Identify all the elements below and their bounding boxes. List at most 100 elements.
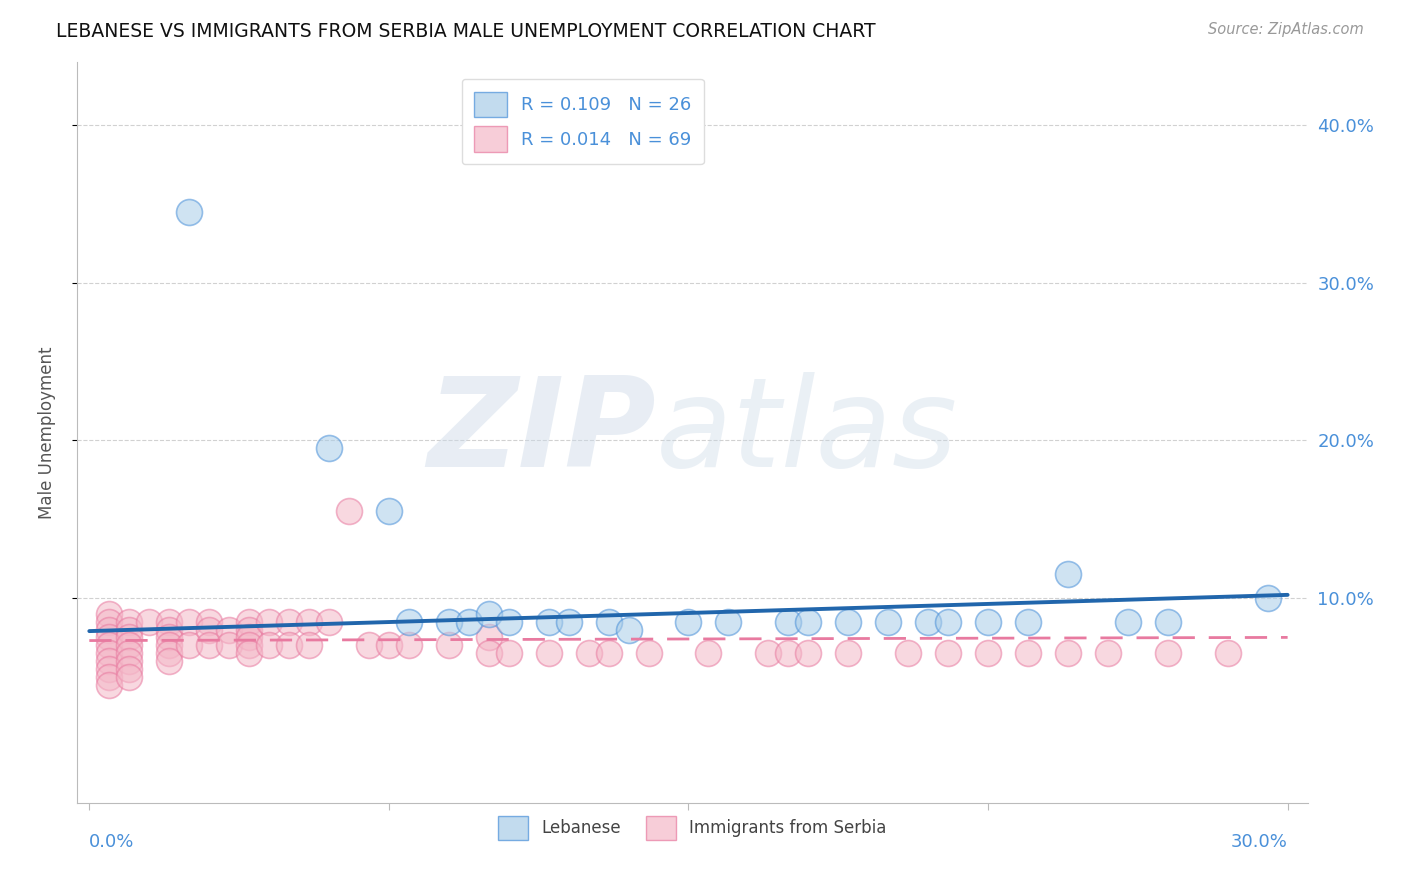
Point <box>98 646 121 660</box>
Point <box>98 615 121 629</box>
Point <box>238 646 260 660</box>
Point <box>318 615 340 629</box>
Point <box>218 623 240 637</box>
Point <box>678 615 700 629</box>
Point <box>598 646 620 660</box>
Point <box>98 623 121 637</box>
Point <box>98 638 121 652</box>
Point <box>98 607 121 621</box>
Point <box>1257 591 1279 605</box>
Point <box>198 615 221 629</box>
Point <box>238 623 260 637</box>
Point <box>1116 615 1139 629</box>
Point <box>118 654 141 668</box>
Point <box>98 631 121 645</box>
Point <box>917 615 939 629</box>
Point <box>157 654 180 668</box>
Text: Source: ZipAtlas.com: Source: ZipAtlas.com <box>1208 22 1364 37</box>
Point <box>298 615 321 629</box>
Point <box>198 638 221 652</box>
Point <box>457 615 479 629</box>
Point <box>278 638 301 652</box>
Point <box>337 504 360 518</box>
Text: 0.0%: 0.0% <box>90 833 135 851</box>
Point <box>179 615 201 629</box>
Point <box>118 615 141 629</box>
Legend: Lebanese, Immigrants from Serbia: Lebanese, Immigrants from Serbia <box>492 809 893 847</box>
Point <box>897 646 920 660</box>
Point <box>257 638 280 652</box>
Point <box>936 646 959 660</box>
Point <box>717 615 740 629</box>
Point <box>238 615 260 629</box>
Point <box>157 615 180 629</box>
Point <box>756 646 779 660</box>
Point <box>478 646 501 660</box>
Point <box>157 638 180 652</box>
Point <box>179 205 201 219</box>
Point <box>557 615 579 629</box>
Point <box>478 607 501 621</box>
Point <box>837 615 859 629</box>
Point <box>198 623 221 637</box>
Point <box>118 662 141 676</box>
Point <box>437 638 460 652</box>
Point <box>179 638 201 652</box>
Point <box>118 638 141 652</box>
Point <box>977 615 1000 629</box>
Point <box>478 631 501 645</box>
Point <box>218 638 240 652</box>
Text: 30.0%: 30.0% <box>1230 833 1288 851</box>
Point <box>98 662 121 676</box>
Y-axis label: Male Unemployment: Male Unemployment <box>38 346 56 519</box>
Point <box>598 615 620 629</box>
Point <box>1057 646 1080 660</box>
Point <box>118 631 141 645</box>
Point <box>437 615 460 629</box>
Point <box>1216 646 1239 660</box>
Point <box>298 638 321 652</box>
Point <box>378 638 401 652</box>
Point <box>877 615 900 629</box>
Point <box>617 623 640 637</box>
Point <box>977 646 1000 660</box>
Point <box>1157 646 1180 660</box>
Point <box>118 646 141 660</box>
Point <box>238 638 260 652</box>
Point <box>357 638 380 652</box>
Point <box>1057 567 1080 582</box>
Point <box>398 638 420 652</box>
Point <box>837 646 859 660</box>
Point <box>778 646 800 660</box>
Point <box>797 646 820 660</box>
Point <box>498 646 520 660</box>
Point <box>378 504 401 518</box>
Point <box>778 615 800 629</box>
Point <box>637 646 659 660</box>
Point <box>278 615 301 629</box>
Point <box>498 615 520 629</box>
Point <box>157 631 180 645</box>
Point <box>1017 615 1039 629</box>
Point <box>1157 615 1180 629</box>
Point <box>537 615 560 629</box>
Point <box>537 646 560 660</box>
Point <box>157 646 180 660</box>
Point <box>98 654 121 668</box>
Point <box>98 678 121 692</box>
Point <box>98 670 121 684</box>
Point <box>697 646 720 660</box>
Text: ZIP: ZIP <box>427 372 655 493</box>
Point <box>118 623 141 637</box>
Point <box>1097 646 1119 660</box>
Text: LEBANESE VS IMMIGRANTS FROM SERBIA MALE UNEMPLOYMENT CORRELATION CHART: LEBANESE VS IMMIGRANTS FROM SERBIA MALE … <box>56 22 876 41</box>
Point <box>578 646 600 660</box>
Point <box>157 623 180 637</box>
Point <box>138 615 160 629</box>
Point <box>797 615 820 629</box>
Point <box>238 631 260 645</box>
Point <box>936 615 959 629</box>
Text: atlas: atlas <box>655 372 957 493</box>
Point <box>1017 646 1039 660</box>
Point <box>118 670 141 684</box>
